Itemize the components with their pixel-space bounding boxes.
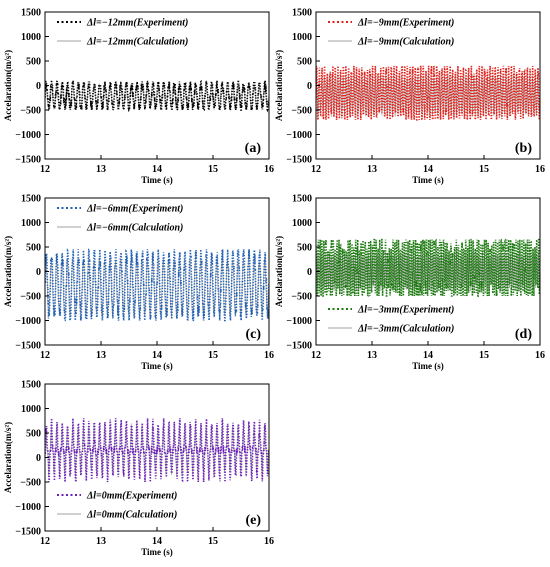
x-tick-label: 15 — [479, 164, 489, 175]
y-tick-label: 1500 — [21, 380, 41, 391]
legend-label: Δl=0mm(Calculation) — [86, 510, 177, 521]
legend-label: Δl=−6mm(Calculation) — [86, 223, 183, 234]
x-tick-label: 16 — [264, 536, 274, 547]
y-axis-label: Accelaration(m/s²) — [3, 50, 13, 121]
panel-label: (e) — [245, 513, 261, 528]
y-tick-label: 500 — [26, 243, 41, 254]
y-axis-label: Accelaration(m/s²) — [3, 236, 13, 307]
y-tick-label: −1500 — [286, 341, 312, 352]
y-tick-label: −1000 — [15, 502, 41, 513]
x-tick-label: 15 — [479, 350, 489, 361]
y-tick-label: −1000 — [15, 130, 41, 141]
y-tick-label: −1000 — [286, 130, 312, 141]
legend-label: Δl=0mm(Experiment) — [86, 491, 177, 502]
x-axis-label: Time (s) — [141, 175, 173, 185]
y-tick-label: −1500 — [15, 155, 41, 166]
x-tick-label: 12 — [40, 536, 50, 547]
x-tick-label: 12 — [311, 164, 321, 175]
y-tick-label: 500 — [297, 57, 312, 68]
x-tick-label: 13 — [367, 164, 377, 175]
legend-label: Δl=−3mm(Calculation) — [357, 324, 454, 335]
y-tick-label: −500 — [20, 292, 41, 303]
y-tick-label: 1500 — [292, 8, 312, 19]
y-tick-label: 0 — [307, 267, 312, 278]
panel-label: (a) — [245, 141, 262, 156]
y-tick-label: 0 — [36, 453, 41, 464]
y-tick-label: −500 — [20, 478, 41, 489]
y-tick-label: 500 — [26, 57, 41, 68]
x-tick-label: 16 — [264, 164, 274, 175]
x-tick-label: 13 — [367, 350, 377, 361]
x-axis-label: Time (s) — [412, 175, 444, 185]
y-tick-label: −500 — [291, 106, 312, 117]
y-axis-label: Accelaration(m/s²) — [274, 236, 284, 307]
legend-label: Δl=−9mm(Calculation) — [357, 37, 454, 48]
x-tick-label: 12 — [40, 350, 50, 361]
panel-label: (d) — [515, 327, 532, 342]
x-tick-label: 16 — [264, 350, 274, 361]
y-tick-label: 0 — [307, 81, 312, 92]
y-tick-label: 1500 — [21, 194, 41, 205]
y-tick-label: 1000 — [292, 218, 312, 229]
y-tick-label: −1500 — [15, 341, 41, 352]
x-tick-label: 14 — [423, 350, 433, 361]
y-tick-label: −1000 — [15, 316, 41, 327]
series-line-experiment — [45, 79, 269, 113]
x-tick-label: 16 — [535, 164, 545, 175]
y-tick-label: 1500 — [21, 8, 41, 19]
series-line-experiment — [316, 238, 540, 298]
y-tick-label: 1000 — [21, 218, 41, 229]
series-line-experiment — [45, 418, 269, 483]
x-tick-label: 15 — [208, 536, 218, 547]
y-tick-label: 1000 — [21, 32, 41, 43]
y-tick-label: 1000 — [21, 404, 41, 415]
x-tick-label: 15 — [208, 350, 218, 361]
x-axis-label: Time (s) — [412, 361, 444, 371]
panel-label: (b) — [515, 141, 532, 156]
x-tick-label: 15 — [208, 164, 218, 175]
legend-label: Δl=−6mm(Experiment) — [86, 204, 183, 215]
x-tick-label: 12 — [311, 350, 321, 361]
y-tick-label: −500 — [20, 106, 41, 117]
legend-label: Δl=−9mm(Experiment) — [357, 18, 454, 29]
x-tick-label: 13 — [96, 164, 106, 175]
y-tick-label: 1000 — [292, 32, 312, 43]
series-line-experiment — [45, 248, 269, 322]
x-tick-label: 14 — [152, 164, 162, 175]
y-tick-label: −500 — [291, 292, 312, 303]
x-axis-label: Time (s) — [141, 361, 173, 371]
legend-label: Δl=−3mm(Experiment) — [357, 305, 454, 316]
y-tick-label: 1500 — [292, 194, 312, 205]
y-axis-label: Accelaration(m/s²) — [274, 50, 284, 121]
x-tick-label: 14 — [152, 536, 162, 547]
x-tick-label: 13 — [96, 536, 106, 547]
x-tick-label: 12 — [40, 164, 50, 175]
x-tick-label: 14 — [423, 164, 433, 175]
y-tick-label: 0 — [36, 81, 41, 92]
y-tick-label: −1500 — [286, 155, 312, 166]
y-tick-label: 0 — [36, 267, 41, 278]
x-tick-label: 16 — [535, 350, 545, 361]
legend-label: Δl=−12mm(Calculation) — [86, 37, 188, 48]
y-tick-label: −1500 — [15, 527, 41, 538]
y-tick-label: 500 — [26, 429, 41, 440]
x-tick-label: 14 — [152, 350, 162, 361]
y-tick-label: −1000 — [286, 316, 312, 327]
panel-label: (c) — [245, 327, 261, 342]
y-tick-label: 500 — [297, 243, 312, 254]
y-axis-label: Accelaration(m/s²) — [3, 422, 13, 493]
x-tick-label: 13 — [96, 350, 106, 361]
x-axis-label: Time (s) — [141, 547, 173, 557]
legend-label: Δl=−12mm(Experiment) — [86, 18, 188, 29]
